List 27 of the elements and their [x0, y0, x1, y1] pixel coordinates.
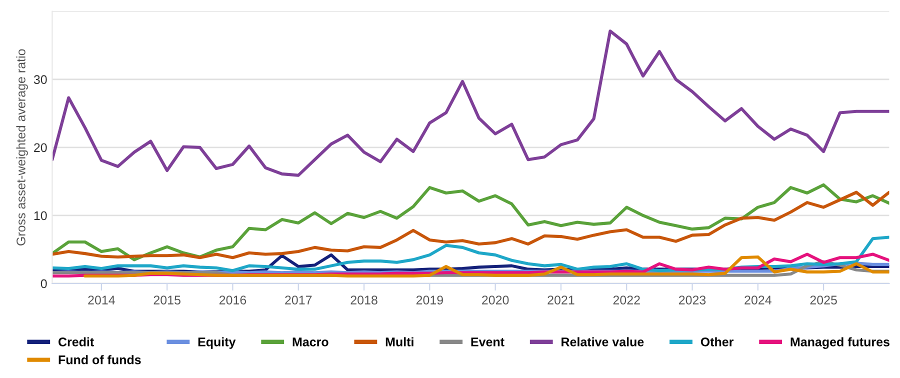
x-tick-label: 2023	[678, 296, 706, 304]
x-tick-label: 2019	[416, 296, 443, 304]
y-axis-title: Gross asset-weighted average ratio	[16, 49, 28, 246]
legend-label: Other	[700, 337, 734, 346]
y-tick-label: 20	[34, 143, 47, 152]
legend-label: Multi	[386, 337, 414, 346]
y-tick-label: 10	[34, 211, 47, 220]
legend-label: Equity	[198, 337, 236, 349]
legend-label: Macro	[292, 338, 328, 346]
x-tick-label: 2025	[810, 296, 837, 304]
x-tick-label: 2020	[482, 296, 509, 304]
legend-label: Managed futures	[790, 337, 890, 349]
legend-label: Fund of funds	[58, 355, 141, 364]
legend-label: Relative value	[562, 337, 644, 346]
legend-label: Credit	[58, 337, 94, 346]
x-tick-label: 2018	[350, 296, 378, 304]
x-tick-label: 2021	[548, 296, 574, 304]
x-tick-label: 2017	[285, 296, 312, 304]
x-tick-label: 2024	[744, 296, 772, 304]
x-tick-label: 2014	[88, 296, 115, 304]
legend-label: Event	[471, 338, 504, 346]
x-tick-label: 2022	[613, 296, 640, 304]
y-tick-label: 30	[34, 75, 47, 84]
x-tick-label: 2015	[154, 296, 180, 304]
x-tick-label: 2016	[219, 296, 246, 304]
line-series	[52, 30, 890, 177]
y-tick-label: 0	[40, 279, 47, 288]
